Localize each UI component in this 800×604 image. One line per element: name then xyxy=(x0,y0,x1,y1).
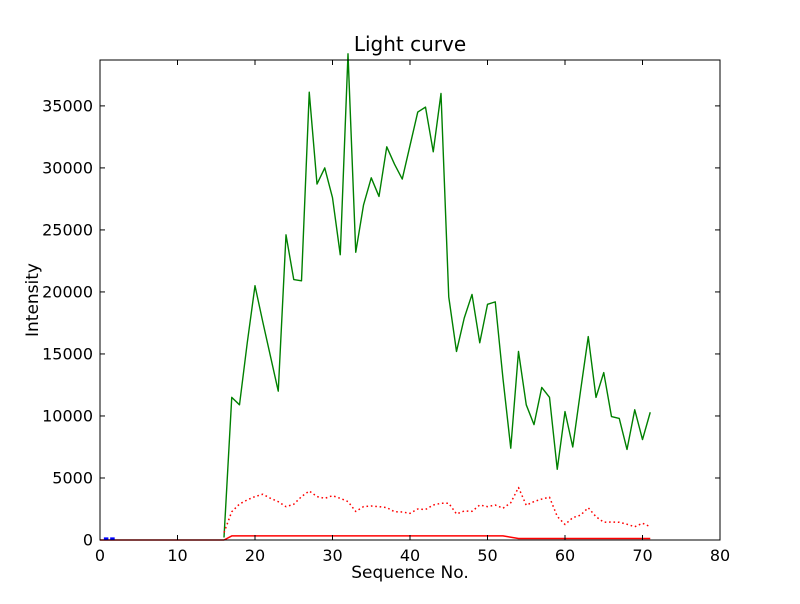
x-tick-label: 60 xyxy=(555,546,575,565)
y-tick-label: 10000 xyxy=(42,406,93,425)
y-tick-label: 5000 xyxy=(52,468,93,487)
y-tick-label: 25000 xyxy=(42,220,93,239)
x-tick-label: 80 xyxy=(710,546,730,565)
y-tick-label: 35000 xyxy=(42,96,93,115)
x-axis-label: Sequence No. xyxy=(351,563,468,583)
x-tick-label: 10 xyxy=(167,546,187,565)
y-tick-label: 15000 xyxy=(42,344,93,363)
axis-tick-labels: 0 10 20 30 40 50 60 70 80 0 5000 10000 15000 20000 250… xyxy=(42,96,730,565)
x-tick-label: 30 xyxy=(322,546,342,565)
y-tick-label: 20000 xyxy=(42,282,93,301)
x-tick-label: 50 xyxy=(477,546,497,565)
chart-title: Light curve xyxy=(354,32,466,56)
x-tick-label: 70 xyxy=(632,546,652,565)
y-tick-label: 0 xyxy=(83,531,93,550)
y-axis-label: Intensity xyxy=(23,263,43,337)
axis-ticks xyxy=(99,60,721,541)
main-light-curve-line xyxy=(223,53,651,538)
x-tick-label: 40 xyxy=(400,546,420,565)
x-tick-label: 20 xyxy=(245,546,265,565)
red-dotted-curve-line xyxy=(223,486,651,533)
y-tick-label: 30000 xyxy=(42,158,93,177)
x-tick-label: 0 xyxy=(95,546,105,565)
